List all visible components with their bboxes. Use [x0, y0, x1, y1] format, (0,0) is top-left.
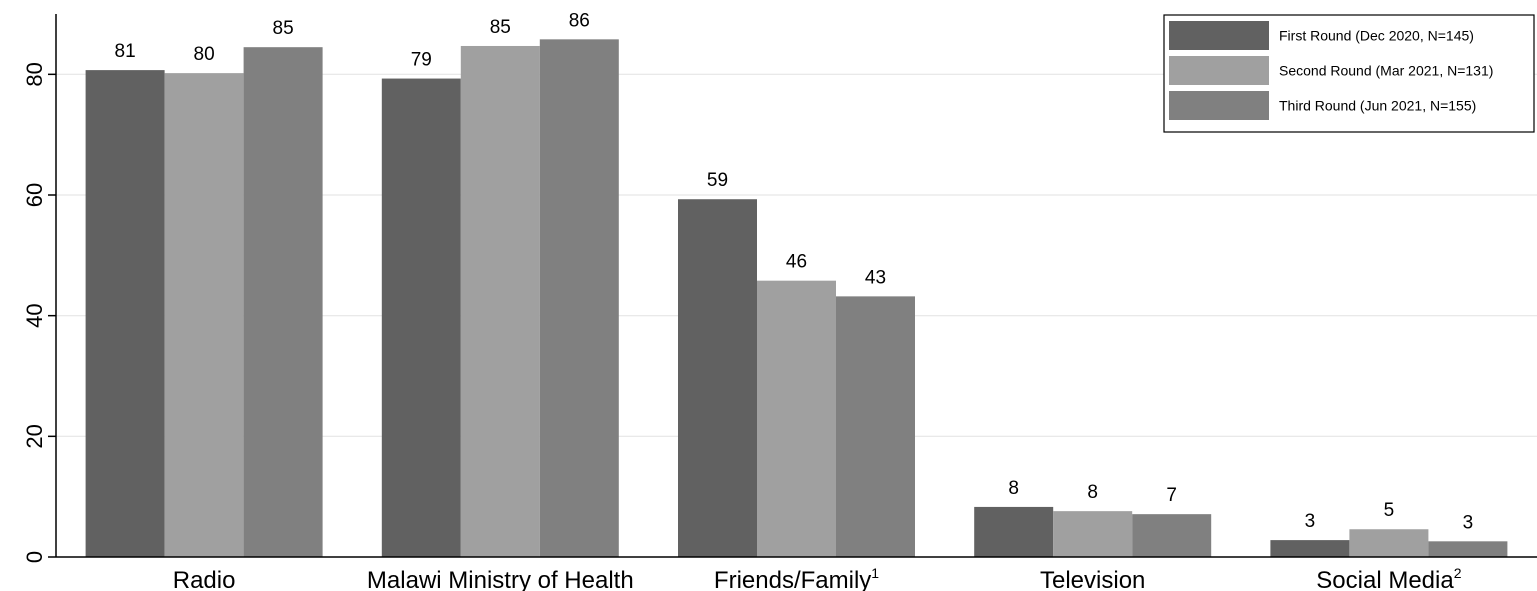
- bar-2-0: [164, 73, 244, 558]
- bar-3-2: [836, 296, 915, 557]
- bar-value-label: 85: [490, 17, 511, 38]
- x-category-label: Social Media2: [1316, 565, 1461, 591]
- x-axis-category-labels: Radio Malawi Ministry of Health Friends/Fa…: [173, 565, 1462, 591]
- bar-3-0: [243, 47, 323, 557]
- y-tick-label: 60: [22, 183, 47, 207]
- bar-2-1: [460, 45, 540, 558]
- bar-3-4: [1428, 541, 1508, 557]
- category-superscript: 1: [871, 565, 879, 581]
- legend-label: Second Round (Mar 2021, N=131): [1279, 63, 1493, 79]
- category-name: Malawi Ministry of Health: [367, 567, 634, 591]
- bar-1-2: [678, 199, 757, 557]
- bar-2-4: [1349, 529, 1429, 557]
- bar-2-2: [757, 280, 836, 557]
- bar-value-label: 79: [411, 50, 432, 71]
- bar-value-label: 3: [1463, 512, 1474, 533]
- legend-swatch-2: [1169, 56, 1269, 85]
- legend-swatch-3: [1169, 91, 1269, 120]
- bars: [85, 39, 1508, 558]
- x-category-label: Friends/Family1: [714, 565, 879, 591]
- category-name: Friends/Family: [714, 567, 871, 591]
- bar-value-label: 7: [1166, 485, 1177, 506]
- x-category-label: Malawi Ministry of Health: [367, 567, 634, 591]
- bar-3-1: [539, 39, 619, 557]
- category-superscript: 2: [1454, 565, 1462, 581]
- x-category-label: Television: [1040, 567, 1145, 591]
- bar-1-4: [1270, 540, 1350, 557]
- y-axis-ticks: 0 20 40 60 80: [22, 62, 56, 563]
- bar-value-label: 86: [569, 10, 590, 31]
- bar-value-label: 80: [194, 44, 215, 65]
- bar-1-0: [85, 70, 165, 558]
- bar-value-label: 46: [786, 252, 807, 273]
- bar-2-3: [1053, 511, 1133, 557]
- bar-value-label: 8: [1087, 482, 1098, 503]
- legend: First Round (Dec 2020, N=145) Second Roun…: [1163, 14, 1535, 133]
- bar-3-3: [1132, 514, 1212, 557]
- y-tick-label: 0: [22, 551, 47, 563]
- bar-value-label: 8: [1008, 478, 1019, 499]
- legend-label: Third Round (Jun 2021, N=155): [1279, 98, 1476, 114]
- category-name: Social Media: [1316, 567, 1454, 591]
- y-tick-label: 20: [22, 424, 47, 448]
- bar-1-3: [974, 506, 1054, 557]
- bar-value-label: 85: [273, 18, 294, 39]
- legend-swatch-1: [1169, 21, 1269, 50]
- y-tick-label: 40: [22, 303, 47, 327]
- value-labels: 81 80 85 79 85 86 59 46 43 8 8 7 3 5 3: [115, 10, 1474, 533]
- bar-value-label: 3: [1305, 511, 1316, 532]
- bar-value-label: 43: [865, 267, 886, 288]
- bar-value-label: 5: [1384, 500, 1395, 521]
- legend-label: First Round (Dec 2020, N=145): [1279, 28, 1474, 44]
- y-tick-label: 80: [22, 62, 47, 86]
- category-name: Television: [1040, 567, 1145, 591]
- category-name: Radio: [173, 567, 236, 591]
- bar-value-label: 81: [115, 41, 136, 62]
- x-category-label: Radio: [173, 567, 236, 591]
- bar-1-1: [381, 78, 461, 557]
- bar-value-label: 59: [707, 170, 728, 191]
